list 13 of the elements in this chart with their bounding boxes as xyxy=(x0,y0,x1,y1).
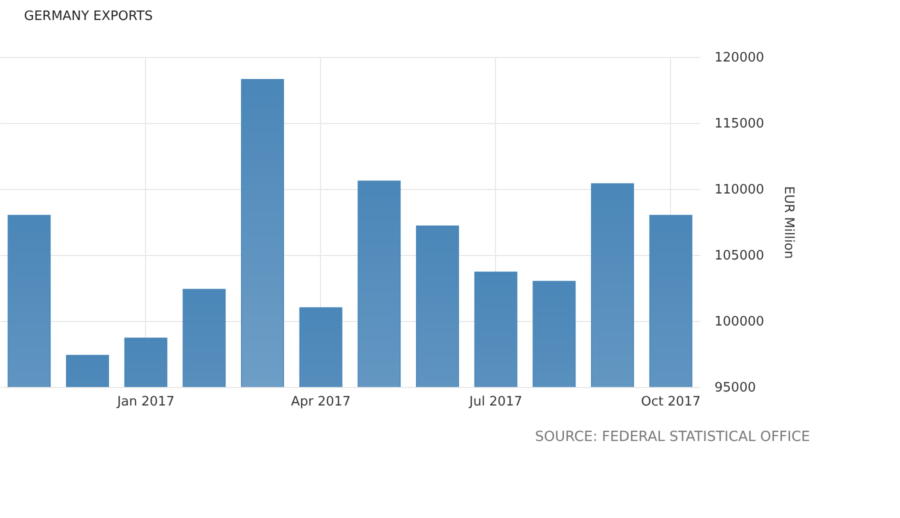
y-tick-label: 100000 xyxy=(714,314,764,330)
y-tick-label: 110000 xyxy=(714,182,764,198)
chart-title: GERMANY EXPORTS xyxy=(24,9,153,24)
source-note: SOURCE: FEDERAL STATISTICAL OFFICE xyxy=(534,429,810,445)
x-tick-label: Apr 2017 xyxy=(290,394,351,410)
y-tick-label: 120000 xyxy=(714,50,764,66)
y-axis-title: EUR Million xyxy=(781,186,796,259)
x-tick-label: Jul 2017 xyxy=(468,394,522,410)
x-tick-label: Jan 2017 xyxy=(116,394,174,410)
y-tick-label: 95000 xyxy=(714,380,756,396)
x-tick-label: Oct 2017 xyxy=(640,394,701,410)
y-tick-label: 115000 xyxy=(714,116,764,132)
y-tick-label: 105000 xyxy=(714,248,764,264)
